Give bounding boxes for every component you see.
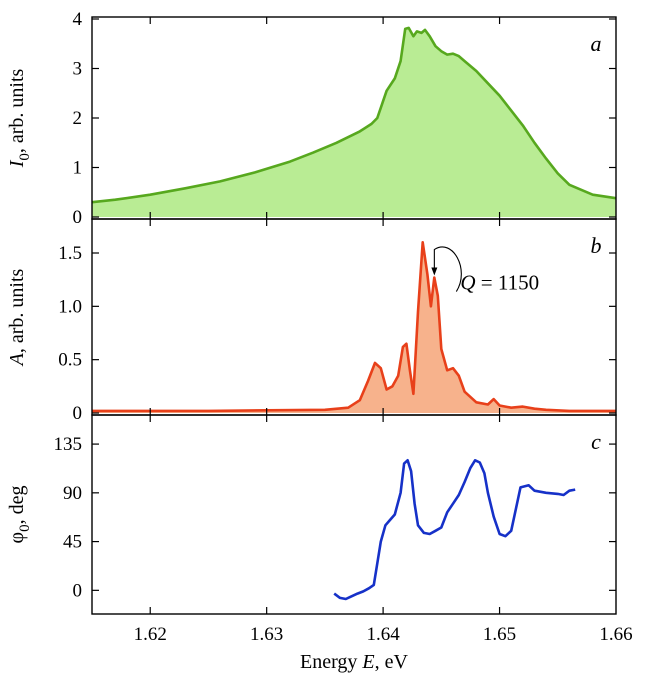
ylabel-a: I0, arb. units — [6, 68, 33, 168]
xtick-label-0: 1.62 — [134, 624, 167, 645]
annotation-arrowhead — [431, 267, 438, 276]
ylabel-rest-b: , arb. units — [6, 268, 28, 353]
xlabel-italic: E — [361, 651, 374, 673]
ytick-label-c-1: 45 — [63, 532, 82, 553]
ylabel-rest-a: , arb. units — [6, 68, 28, 153]
ylabel-rest-c: , deg — [6, 486, 28, 525]
xlabel: Energy E, eV — [300, 651, 409, 673]
ytick-label-a-1: 1 — [73, 158, 83, 179]
ytick-label-b-3: 1.5 — [58, 243, 82, 264]
ytick-label-b-1: 0.5 — [58, 350, 82, 371]
panel-frame-c — [91, 414, 617, 615]
annotation-arrow — [433, 246, 462, 292]
ytick-label-a-4: 4 — [73, 9, 83, 30]
ylabel-b: A, arb. units — [6, 268, 28, 367]
ytick-label-a-0: 0 — [73, 207, 83, 228]
ylabel-main-c: φ — [6, 532, 28, 544]
panel-label-c: c — [591, 429, 601, 454]
ylabel-c: φ0, deg — [6, 486, 33, 544]
panel-frame-b — [91, 218, 617, 416]
panel-label-b: b — [591, 233, 602, 258]
xtick-label-1: 1.63 — [250, 624, 283, 645]
ylabel-sub-a: 0 — [17, 153, 33, 161]
series-line-b — [92, 241, 616, 413]
ytick-label-c-2: 90 — [63, 483, 82, 504]
xtick-label-2: 1.64 — [366, 624, 400, 645]
xtick-label-3: 1.65 — [483, 624, 516, 645]
panel-b: 0 0.5 1.0 1.5 b A, arb. units Q = 1150 — [6, 218, 617, 424]
area-fill-b — [92, 242, 616, 413]
ytick-label-b-2: 1.0 — [58, 296, 82, 317]
area-fill-a — [92, 27, 616, 218]
series-line-a — [91, 26, 617, 204]
ylabel-main-a: I — [6, 159, 28, 168]
ytick-label-a-3: 3 — [73, 59, 83, 80]
annotation-label: Q = 1150 — [460, 271, 539, 295]
ylabel-main-b: A — [6, 352, 28, 367]
xlabel-rest: , eV — [375, 651, 409, 673]
ytick-label-a-2: 2 — [73, 108, 83, 129]
xtick-label-4: 1.66 — [599, 624, 632, 645]
ytick-label-c-0: 0 — [73, 580, 83, 601]
series-line-c — [333, 459, 576, 601]
panel-label-a: a — [591, 31, 602, 56]
ytick-label-b-0: 0 — [73, 403, 83, 424]
xlabel-main: Energy — [300, 651, 362, 673]
annotation-value: = 1150 — [476, 271, 540, 295]
ytick-label-c-3: 135 — [54, 434, 83, 455]
ylabel-sub-c: 0 — [17, 524, 33, 532]
annotation-q: Q — [460, 271, 475, 295]
